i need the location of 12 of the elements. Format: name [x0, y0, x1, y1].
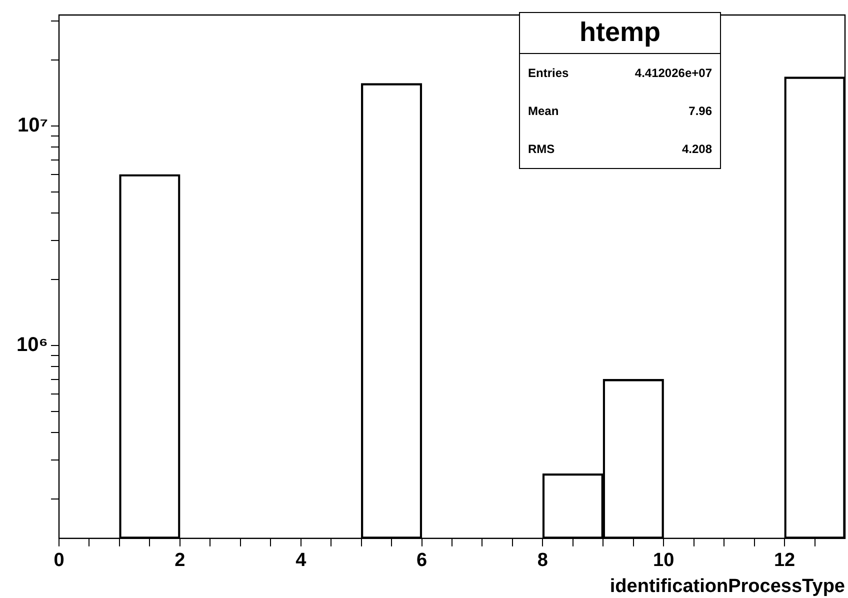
x-axis-title: identificationProcessType: [610, 576, 845, 597]
x-tick-label: 8: [537, 550, 548, 572]
x-tick-label: 6: [416, 550, 428, 572]
y-tick-label: 10⁶: [16, 334, 48, 356]
stats-box: htemp Entries 4.412026e+07 Mean 7.96 RMS 4.208: [519, 12, 721, 169]
x-tick-label: 2: [174, 550, 186, 572]
x-tick-label: 0: [54, 550, 64, 572]
x-tick-label: 4: [296, 550, 307, 572]
annotation: htemp: [520, 13, 720, 54]
x-tick-label: 12: [774, 550, 796, 572]
x-tick-label: 10: [653, 550, 674, 572]
y-tick-label: 10⁷: [18, 114, 48, 136]
